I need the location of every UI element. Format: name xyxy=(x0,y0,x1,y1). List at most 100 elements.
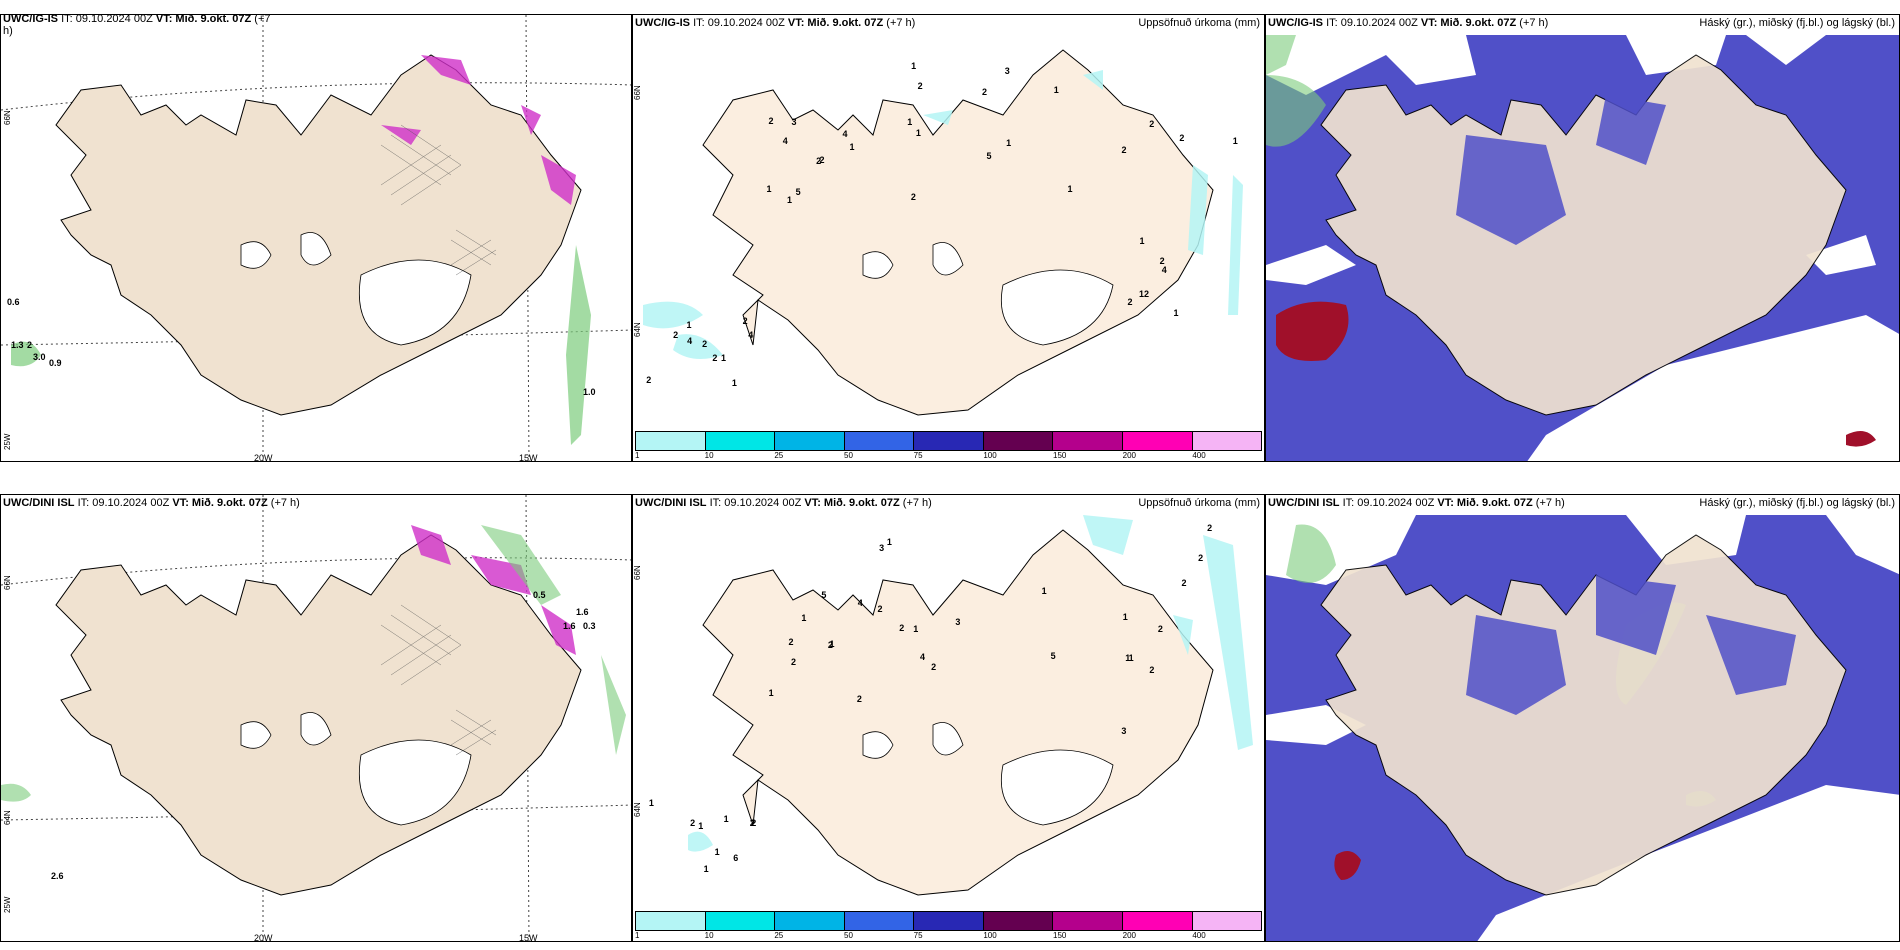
lat-label-64n: 64N xyxy=(633,322,642,337)
precip-value: 4 xyxy=(1161,265,1167,276)
iceland-shape xyxy=(702,49,1214,416)
colorbar-swatch xyxy=(636,432,706,450)
precip-value: 1 xyxy=(913,624,919,635)
precip-value: 3 xyxy=(791,117,797,128)
lat-label-66n: 66N xyxy=(633,85,642,100)
colorbar-tick: 10 xyxy=(704,451,714,460)
map-cloud-br xyxy=(1266,515,1899,941)
precip-value: 1 xyxy=(786,195,792,206)
map-cloud-tr xyxy=(1266,35,1899,461)
colorbar-bm xyxy=(635,911,1262,931)
colorbar-tick: 1 xyxy=(635,931,640,940)
precip-value: 5 xyxy=(986,151,992,162)
precip-value: 1 xyxy=(1125,652,1131,663)
lon-label-15w: 15W xyxy=(519,933,538,942)
lat-label-66n: 66N xyxy=(633,565,642,580)
lat-label-66n: 66N xyxy=(3,110,12,125)
wind-value: 1.0 xyxy=(583,387,596,397)
precip-value: 1 xyxy=(1006,137,1012,148)
precip-value: 1 xyxy=(1139,235,1145,246)
colorbar-swatch xyxy=(775,912,845,930)
precip-value: 1 xyxy=(829,639,835,649)
iceland-shape xyxy=(702,529,1214,896)
colorbar-tick: 75 xyxy=(913,451,923,460)
colorbar-swatch xyxy=(1122,912,1193,930)
precip-value: 4 xyxy=(920,652,926,663)
colorbar-tick: 100 xyxy=(983,451,997,460)
colorbar-swatch xyxy=(705,432,776,450)
precip-value: 4 xyxy=(687,336,693,347)
precip-value: 2 xyxy=(673,329,679,340)
colorbar-ticks-bm: 1 10 25 50 75 100 150 200 400 xyxy=(635,931,1262,941)
colorbar-swatch xyxy=(775,432,845,450)
precip-value: 1 xyxy=(907,117,913,128)
panel-title-bm: UWC/DINI ISL IT: 09.10.2024 00Z VT: Mið.… xyxy=(635,497,932,509)
precip-value: 2 xyxy=(702,338,708,349)
colorbar-swatch xyxy=(1192,912,1262,930)
precip-value: 2 xyxy=(690,818,696,829)
precip-value: 1 xyxy=(648,798,654,809)
precip-value: 1 xyxy=(766,184,772,195)
precip-value: 1 xyxy=(1041,586,1047,597)
lat-label-66n: 66N xyxy=(3,575,12,590)
precip-value: 4 xyxy=(782,136,788,147)
colorbar-swatch xyxy=(914,432,984,450)
precip-value: 2 xyxy=(788,637,794,648)
colorbar-swatch xyxy=(914,912,984,930)
precip-value: 2 xyxy=(981,87,987,98)
wind-value: 1.3 xyxy=(11,340,24,350)
lon-label-15w: 15W xyxy=(519,453,538,462)
lon-label-20w: 20W xyxy=(254,933,273,942)
wind-value: 0.3 xyxy=(583,621,596,631)
colorbar-tick: 200 xyxy=(1122,931,1137,940)
precip-value: 1 xyxy=(731,378,737,389)
precip-value: 1 xyxy=(1067,183,1073,194)
precip-value: 1 xyxy=(849,141,855,152)
precip-value: 2 xyxy=(1149,665,1155,676)
panel-top-left-wind: UWC/IG-IS IT: 09.10.2024 00Z VT: Mið. 9.… xyxy=(0,14,632,462)
precip-value: 2 xyxy=(712,352,718,363)
panel-subtitle-tr: Háský (gr.), miðský (fj.bl.) og lágský (… xyxy=(1699,17,1895,29)
precip-value: 1 xyxy=(911,60,917,71)
wind-value: 2.6 xyxy=(51,871,64,881)
precip-value: 1 xyxy=(720,353,726,364)
precip-value: 2 xyxy=(816,156,822,167)
precip-value: 2 xyxy=(1149,119,1155,129)
wind-value: 3.0 xyxy=(33,352,46,362)
colorbar-tick: 10 xyxy=(704,931,714,940)
map-wind-bl xyxy=(1,495,631,941)
wind-value: 0.9 xyxy=(49,358,62,368)
colorbar-swatch xyxy=(844,432,915,450)
colorbar-tick: 75 xyxy=(913,931,923,940)
colorbar-swatch xyxy=(705,912,776,930)
precip-value: 1 xyxy=(915,127,921,138)
precip-value: 2 xyxy=(917,81,923,92)
colorbar-tick: 200 xyxy=(1122,451,1137,460)
panel-bottom-right-cloud: UWC/DINI ISL IT: 09.10.2024 00Z VT: Mið.… xyxy=(1265,494,1900,942)
precip-value: 2 xyxy=(749,818,755,829)
colorbar-ticks-tm: 1 10 25 50 75 100 150 200 400 xyxy=(635,451,1262,461)
precip-value: 1 xyxy=(1053,85,1059,96)
panel-subtitle-bm: Uppsöfnuð úrkoma (mm) xyxy=(1138,497,1260,509)
precip-value: 1 xyxy=(686,319,692,330)
precip-value: 3 xyxy=(879,542,885,553)
panel-title-tm: UWC/IG-IS IT: 09.10.2024 00Z VT: Mið. 9.… xyxy=(635,17,916,29)
colorbar-tick: 50 xyxy=(844,931,853,940)
colorbar-tick: 50 xyxy=(844,451,853,460)
lon-label-25w: 25W xyxy=(3,896,12,913)
colorbar-swatch xyxy=(1053,432,1123,450)
panel-title-bl: UWC/DINI ISL IT: 09.10.2024 00Z VT: Mið.… xyxy=(3,497,300,509)
panel-bottom-middle-precip: UWC/DINI ISL IT: 09.10.2024 00Z VT: Mið.… xyxy=(632,494,1265,942)
colorbar-swatch xyxy=(1122,432,1193,450)
precip-value: 2 xyxy=(1159,255,1165,266)
colorbar-tick: 400 xyxy=(1192,931,1206,940)
lat-label-64n: 64N xyxy=(633,802,642,817)
precip-value: 4 xyxy=(748,329,754,340)
panel-top-middle-precip: UWC/IG-IS IT: 09.10.2024 00Z VT: Mið. 9.… xyxy=(632,14,1265,462)
map-wind-tl xyxy=(1,15,631,461)
colorbar-swatch xyxy=(1053,912,1123,930)
colorbar-tick: 25 xyxy=(774,931,784,940)
precip-value: 1 xyxy=(703,864,709,875)
lat-label-64n: 64N xyxy=(3,810,12,825)
colorbar-tick: 150 xyxy=(1053,451,1067,460)
